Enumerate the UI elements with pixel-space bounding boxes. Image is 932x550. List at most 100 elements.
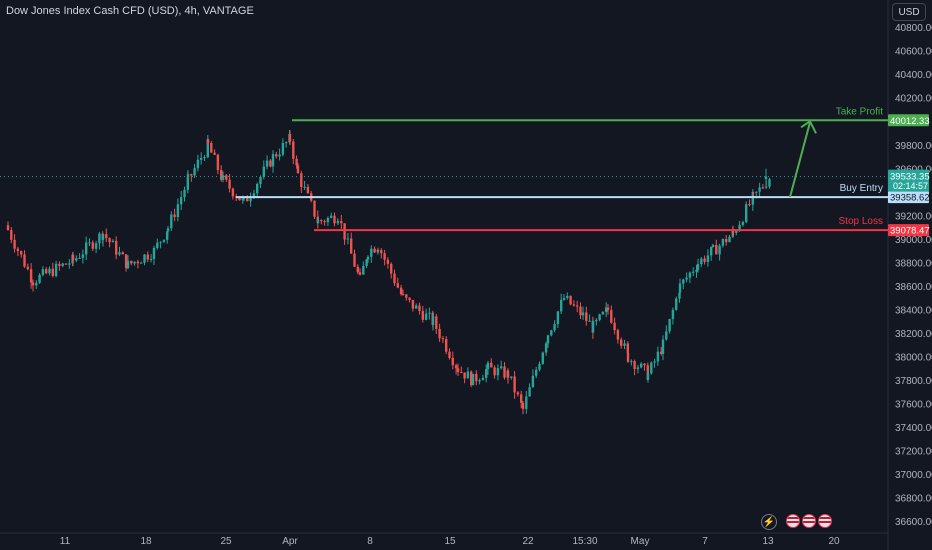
- candle-body: [200, 157, 203, 160]
- time-tick-label: 15:30: [572, 536, 597, 547]
- candle-body: [386, 259, 390, 264]
- candle-body: [285, 142, 288, 144]
- chart-title: Dow Jones Index Cash CFD (USD), 4h, VANT…: [6, 5, 254, 17]
- candle-body: [393, 273, 396, 284]
- candle-body: [221, 175, 225, 180]
- countdown-label: 02:14:57: [893, 181, 928, 191]
- candle-body: [262, 166, 265, 177]
- candle-body: [765, 186, 768, 188]
- candle-body: [366, 256, 370, 260]
- candle-body: [471, 373, 475, 386]
- last-price-tag: [888, 169, 929, 192]
- candle-body: [605, 307, 608, 312]
- candle-body: [252, 193, 256, 198]
- candle-body: [383, 253, 386, 260]
- candle-body: [61, 263, 64, 266]
- candle-body: [35, 282, 38, 286]
- lightning-icon[interactable]: ⚡: [761, 514, 777, 530]
- candle-body: [121, 252, 124, 255]
- candle-body: [528, 387, 531, 397]
- candle-body: [241, 198, 244, 201]
- time-tick-label: 18: [140, 536, 152, 547]
- candle-body: [572, 304, 576, 306]
- candle-body: [591, 321, 595, 333]
- candle-body: [556, 311, 560, 325]
- candle-body: [688, 272, 692, 278]
- candle-body: [94, 243, 98, 249]
- candle-body: [365, 259, 368, 266]
- candle-body: [675, 298, 678, 310]
- candle-body: [350, 238, 353, 254]
- buy-entry-price-tag: [888, 191, 929, 204]
- candle-body: [320, 220, 323, 222]
- buy-entry-label: Buy Entry: [840, 183, 883, 194]
- candle-body: [711, 244, 715, 247]
- candle-body: [206, 139, 210, 143]
- candle-body: [336, 221, 340, 223]
- candle-body: [346, 238, 350, 240]
- us-flag-event-icon[interactable]: [786, 514, 800, 528]
- time-tick-label: 8: [367, 536, 373, 547]
- candle-body: [81, 254, 85, 258]
- candle-body: [463, 372, 466, 379]
- candle-body: [626, 352, 630, 362]
- candle-body: [531, 375, 535, 388]
- candle-body: [162, 239, 166, 242]
- currency-button[interactable]: USD: [892, 3, 926, 21]
- candle-body: [173, 214, 176, 217]
- candle-body: [259, 176, 262, 184]
- price-tick-label: 38600.00: [895, 282, 932, 293]
- candle-body: [91, 242, 94, 249]
- candle-body: [424, 313, 428, 320]
- candle-body: [401, 294, 405, 296]
- candle-body: [595, 319, 598, 322]
- candle-body: [451, 357, 454, 366]
- candle-body: [23, 254, 26, 267]
- us-flag-event-icon[interactable]: [818, 514, 832, 528]
- candle-body: [6, 225, 10, 231]
- candle-body: [292, 141, 295, 159]
- time-tick-label: 7: [702, 536, 708, 547]
- candle-body: [54, 263, 58, 276]
- candle-body: [281, 142, 285, 155]
- price-tick-label: 38000.00: [895, 352, 932, 363]
- candle-body: [541, 352, 544, 364]
- candle-body: [288, 133, 292, 142]
- candle-body: [300, 173, 303, 188]
- candle-body: [741, 222, 745, 225]
- candle-body: [588, 320, 591, 322]
- candle-body: [576, 305, 579, 307]
- candle-body: [216, 154, 220, 170]
- candle-body: [738, 224, 741, 232]
- candle-body: [356, 266, 359, 273]
- candle-body: [445, 339, 448, 352]
- candle-body: [399, 287, 403, 295]
- candle-body: [616, 330, 620, 340]
- candle-body: [745, 204, 748, 223]
- candle-body: [521, 402, 525, 409]
- price-tick-label: 40800.00: [895, 23, 932, 34]
- candle-body: [376, 249, 380, 251]
- price-tick-label: 37400.00: [895, 423, 932, 434]
- buy-entry-price-label: 39358.62: [890, 193, 930, 204]
- candle-body: [692, 271, 695, 273]
- candle-body: [38, 274, 41, 283]
- candle-body: [678, 283, 682, 293]
- us-flag-event-icon[interactable]: [802, 514, 816, 528]
- candle-body: [166, 231, 169, 240]
- time-tick-label: 20: [828, 536, 840, 547]
- time-tick-label: 25: [220, 536, 232, 547]
- candle-body: [228, 179, 231, 189]
- candle-body: [16, 248, 20, 252]
- candle-body: [650, 362, 653, 374]
- time-tick-label: 11: [60, 536, 71, 547]
- candle-body: [535, 369, 538, 376]
- candle-body: [553, 324, 556, 331]
- candle-body: [569, 295, 572, 305]
- candle-body: [768, 179, 771, 187]
- candle-body: [700, 258, 703, 265]
- candle-body: [560, 299, 563, 312]
- candle-body: [353, 253, 356, 267]
- candle-body: [126, 260, 130, 269]
